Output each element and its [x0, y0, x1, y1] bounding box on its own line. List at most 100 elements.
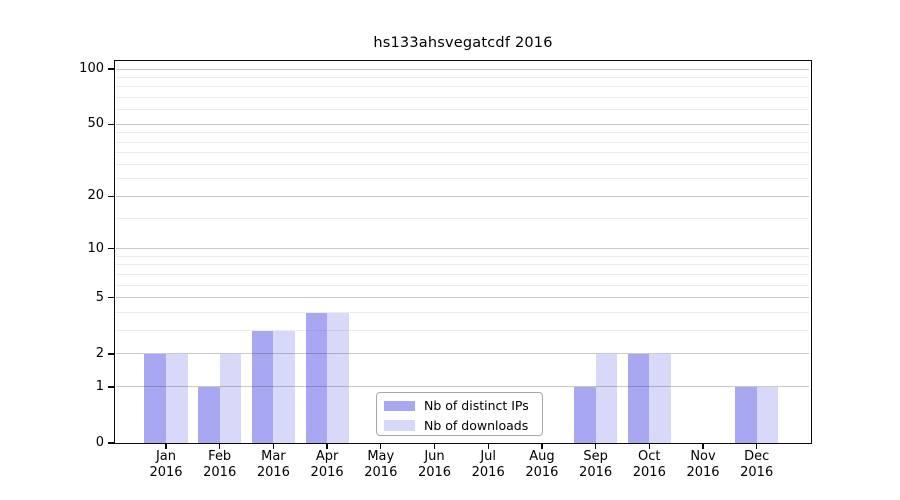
bar-downloads	[649, 353, 671, 443]
y-tick-label: 2	[95, 345, 104, 361]
x-tick-label-line: 2016	[632, 464, 666, 480]
y-tick-mark	[108, 386, 114, 388]
bars-layer	[116, 62, 809, 443]
legend-swatch	[384, 400, 415, 411]
gridline-minor	[116, 164, 809, 166]
y-tick-mark	[108, 123, 114, 126]
x-tick-label: May 2016	[351, 449, 411, 480]
x-tick-label-line: Feb	[208, 449, 232, 464]
gridline-minor	[116, 284, 809, 286]
x-tick-label-line: 2016	[740, 464, 774, 480]
x-tick-mark	[756, 444, 758, 449]
x-tick-label-line: 2016	[256, 464, 290, 480]
gridline-minor	[116, 76, 809, 78]
y-tick-mark	[108, 297, 114, 299]
x-tick-label-line: Jan	[155, 449, 177, 464]
grid-layer	[116, 62, 809, 443]
y-tick-label: 1	[95, 378, 104, 394]
y-tick-mark	[108, 68, 114, 70]
x-tick-label-line: Aug	[529, 449, 555, 464]
gridline-minor	[116, 152, 809, 154]
bar-distinct-ips	[198, 386, 220, 443]
gridline-minor	[116, 86, 809, 88]
x-tick-label-line: 2016	[471, 464, 505, 480]
x-tick-label-line: Jun	[424, 449, 445, 464]
gridline-minor	[116, 109, 809, 111]
x-tick-label-line: 2016	[417, 464, 452, 480]
plot-area	[114, 60, 812, 444]
gridline-minor	[116, 132, 809, 134]
y-tick-mark	[108, 353, 114, 355]
x-tick-label: Nov 2016	[673, 449, 733, 480]
x-tick-label: Jun 2016	[405, 449, 465, 480]
gridline-minor	[116, 178, 809, 180]
gridline-major	[116, 68, 809, 70]
x-tick-mark	[541, 444, 543, 449]
chart-title: hs133ahsvegatcdf 2016	[373, 35, 553, 51]
x-tick-label-line: May	[367, 449, 395, 464]
x-tick-mark	[165, 444, 167, 449]
x-tick-label-line: 2016	[149, 464, 183, 480]
x-tick-label-line: 2016	[579, 464, 613, 480]
gridline-major	[116, 386, 809, 388]
y-tick-label: 0	[95, 435, 104, 450]
y-tick-mark	[108, 247, 114, 250]
x-tick-mark	[326, 444, 328, 449]
legend-swatch	[384, 420, 415, 431]
legend-row: Nb of distinct IPs	[384, 396, 542, 416]
x-tick-label: Aug 2016	[512, 449, 572, 480]
bar-distinct-ips	[627, 353, 650, 443]
bar-distinct-ips	[735, 386, 757, 443]
x-tick-mark	[433, 444, 436, 449]
y-tick-mark	[108, 442, 114, 444]
gridline-minor	[116, 330, 809, 332]
gridline-minor	[116, 312, 809, 314]
x-tick-mark	[219, 444, 221, 449]
x-tick-label: Dec 2016	[727, 449, 787, 480]
bar-downloads	[166, 353, 188, 443]
x-tick-mark	[702, 444, 704, 449]
y-tick-label: 100	[79, 61, 104, 76]
y-tick-label: 5	[95, 289, 104, 305]
x-tick-label-line: Apr	[315, 449, 339, 464]
x-tick-mark	[594, 444, 597, 449]
y-tick-label: 50	[87, 116, 104, 132]
gridline-minor	[116, 97, 809, 99]
gridline-minor	[116, 273, 809, 275]
x-tick-label: Sep 2016	[566, 449, 626, 480]
x-tick-label: Jul 2016	[458, 449, 518, 480]
bar-distinct-ips	[251, 330, 274, 443]
bar-downloads	[327, 312, 349, 443]
x-tick-mark	[380, 444, 382, 449]
gridline-major	[116, 353, 809, 355]
bar-downloads	[219, 353, 242, 443]
legend-label: Nb of downloads	[424, 417, 529, 433]
x-tick-label-line: 2016	[525, 464, 559, 480]
legend-label: Nb of distinct IPs	[424, 398, 529, 414]
bar-distinct-ips	[305, 312, 328, 443]
x-tick-label: Feb 2016	[190, 449, 250, 480]
bar-downloads	[756, 386, 779, 443]
gridline-major	[116, 195, 809, 197]
gridline-minor	[116, 217, 809, 219]
y-tick-label: 10	[87, 240, 104, 256]
y-tick-mark	[108, 195, 114, 197]
bar-downloads	[273, 330, 295, 443]
x-tick-label-line: Jul	[480, 449, 497, 464]
bar-downloads	[595, 353, 618, 443]
x-tick-label-line: 2016	[364, 464, 398, 480]
x-tick-mark	[272, 444, 275, 449]
gridline-minor	[116, 255, 809, 257]
y-tick-label: 20	[87, 188, 104, 204]
x-tick-label-line: Mar	[261, 449, 286, 464]
x-tick-label-line: 2016	[310, 464, 344, 480]
x-tick-label: Mar 2016	[243, 449, 303, 480]
bar-distinct-ips	[144, 353, 166, 443]
x-tick-label: Jan 2016	[136, 449, 196, 480]
x-tick-label-line: Nov	[690, 449, 716, 464]
legend-row: Nb of downloads	[384, 416, 542, 436]
x-tick-label-line: 2016	[203, 464, 237, 480]
x-tick-label-line: Dec	[744, 449, 770, 464]
x-tick-mark	[487, 444, 489, 449]
